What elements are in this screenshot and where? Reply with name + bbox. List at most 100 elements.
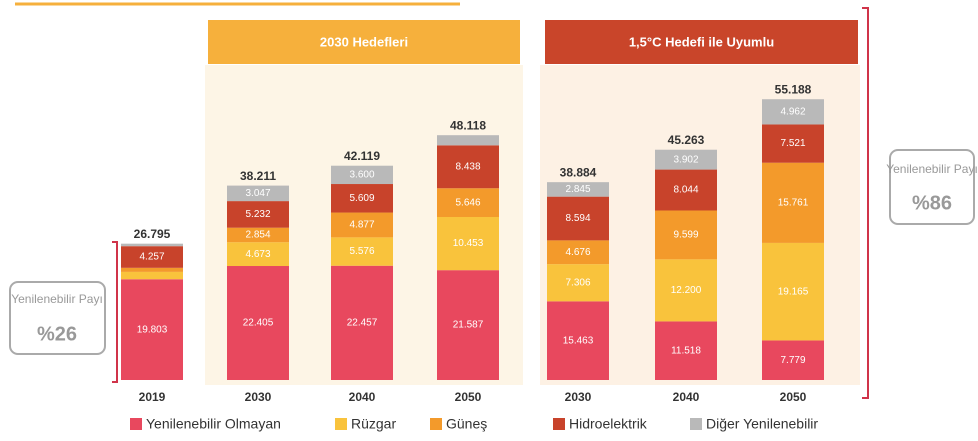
data-label: 4.962 xyxy=(780,106,805,117)
bar-segment xyxy=(547,182,609,197)
legend-label: Güneş xyxy=(446,416,487,432)
legend-swatch xyxy=(553,418,565,430)
group-label: 1,5°C Hedefi ile Uyumlu xyxy=(629,34,774,49)
bar-segment xyxy=(655,259,717,322)
bar-segment xyxy=(437,145,499,189)
bar-segment xyxy=(547,240,609,265)
data-label: 7.779 xyxy=(780,355,805,366)
data-label: 15.463 xyxy=(563,335,594,346)
data-label: 12.200 xyxy=(671,285,702,296)
data-label: 19.803 xyxy=(137,324,168,335)
bracket xyxy=(862,7,869,399)
bar-segment xyxy=(437,188,499,217)
legend-label: Yenilenebilir Olmayan xyxy=(146,416,281,432)
data-label: 8.044 xyxy=(673,185,698,196)
data-label: 8.438 xyxy=(455,161,480,172)
annotation-value: %86 xyxy=(912,192,952,214)
bar-segment xyxy=(655,210,717,260)
legend-swatch xyxy=(335,418,347,430)
total-label: 42.119 xyxy=(344,149,380,163)
bracket xyxy=(112,241,118,383)
bar-segment xyxy=(227,242,289,267)
data-label: 5.609 xyxy=(349,193,374,204)
data-label: 3.047 xyxy=(245,188,270,199)
bar-segment xyxy=(227,201,289,228)
bar-segment xyxy=(437,135,499,146)
group-header xyxy=(545,20,858,64)
bar-segment xyxy=(121,243,183,247)
bar-segment xyxy=(227,266,289,380)
data-label: 3.902 xyxy=(673,154,698,165)
data-label: 7.521 xyxy=(780,138,805,149)
annotation-title: Yenilenebilir Payı xyxy=(886,162,978,176)
legend-swatch xyxy=(690,418,702,430)
total-label: 26.795 xyxy=(134,227,171,241)
data-label: 4.676 xyxy=(565,247,590,258)
bar-segment xyxy=(121,279,183,380)
annotation-value: %26 xyxy=(37,323,77,345)
bar-segment xyxy=(331,212,393,238)
data-label: 10.453 xyxy=(453,238,484,249)
data-label: 4.673 xyxy=(245,249,270,260)
data-label: 15.761 xyxy=(778,197,809,208)
data-label: 7.306 xyxy=(565,277,590,288)
bar-segment xyxy=(121,271,183,280)
data-label: 19.165 xyxy=(778,286,809,297)
x-tick-label: 2030 xyxy=(245,390,272,404)
data-label: 21.587 xyxy=(453,320,484,331)
bar-segment xyxy=(331,237,393,266)
data-label: 5.646 xyxy=(455,197,480,208)
data-label: 2.845 xyxy=(565,184,590,195)
total-label: 38.884 xyxy=(560,165,597,179)
bar-segment xyxy=(655,149,717,170)
bar-segment xyxy=(655,169,717,211)
bar-segment xyxy=(331,265,393,380)
x-tick-label: 2030 xyxy=(565,390,592,404)
total-label: 55.188 xyxy=(775,82,812,96)
legend-swatch xyxy=(130,418,142,430)
data-label: 11.518 xyxy=(671,345,701,356)
bar-segment xyxy=(547,301,609,380)
data-label: 8.594 xyxy=(565,213,590,224)
group-header xyxy=(208,20,520,64)
x-tick-label: 2019 xyxy=(139,390,166,404)
annotation-box xyxy=(9,281,106,355)
bar-segment xyxy=(331,165,393,185)
legend-swatch xyxy=(430,418,442,430)
annotation-title: Yenilenebilir Payı xyxy=(11,292,103,306)
data-label: 3.600 xyxy=(349,170,374,181)
legend-label: Diğer Yenilenebilir xyxy=(706,416,818,432)
bar-segment xyxy=(762,124,824,163)
bar-segment xyxy=(762,162,824,243)
legend-label: Hidroelektrik xyxy=(569,416,648,432)
data-label: 22.405 xyxy=(243,318,274,329)
data-label: 2.854 xyxy=(245,230,270,241)
group-label: 2030 Hedefleri xyxy=(320,34,408,49)
data-label: 9.599 xyxy=(673,230,698,241)
data-label: 22.457 xyxy=(347,318,378,329)
x-tick-label: 2040 xyxy=(349,390,376,404)
data-label: 4.877 xyxy=(349,220,374,231)
x-tick-label: 2050 xyxy=(455,390,482,404)
bar-segment xyxy=(762,242,824,341)
bar-segment xyxy=(121,267,183,272)
data-label: 5.576 xyxy=(349,246,374,257)
bar-segment xyxy=(655,321,717,380)
x-tick-label: 2050 xyxy=(780,390,807,404)
annotation-box xyxy=(889,149,975,225)
bar-segment xyxy=(762,340,824,380)
total-label: 48.118 xyxy=(450,118,486,132)
bar-segment xyxy=(331,184,393,213)
bar-segment xyxy=(437,216,499,271)
bar-segment xyxy=(547,264,609,302)
bar-segment xyxy=(227,227,289,243)
total-label: 38.211 xyxy=(240,169,276,183)
data-label: 5.232 xyxy=(245,209,270,220)
bar-segment xyxy=(547,196,609,241)
data-label: 4.257 xyxy=(139,252,164,263)
total-label: 45.263 xyxy=(668,133,705,147)
bar-segment xyxy=(762,99,824,125)
legend-label: Rüzgar xyxy=(351,416,396,432)
bar-segment xyxy=(437,270,499,380)
